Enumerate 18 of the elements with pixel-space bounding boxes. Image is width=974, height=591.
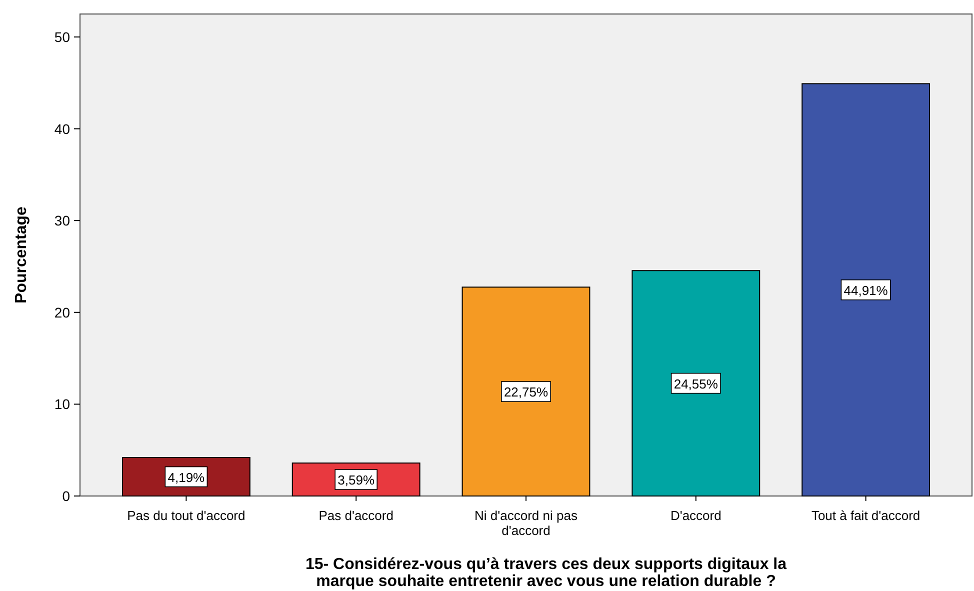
y-axis-title: Pourcentage bbox=[13, 206, 30, 304]
x-tick-label: Pas du tout d'accord bbox=[127, 508, 246, 523]
data-label: 4,19% bbox=[168, 470, 206, 485]
y-tick-label: 40 bbox=[54, 120, 70, 137]
y-tick-label: 20 bbox=[54, 304, 70, 320]
data-label: 24,55% bbox=[674, 376, 718, 392]
y-tick-label: 50 bbox=[54, 28, 70, 45]
y-tick-label: 10 bbox=[54, 396, 70, 412]
x-tick-label: Tout à fait d'accord bbox=[811, 508, 920, 523]
data-label: 3,59% bbox=[338, 472, 375, 488]
data-label: 22,75% bbox=[504, 384, 548, 400]
y-tick-label: 0 bbox=[62, 488, 70, 504]
x-tick-label: Pas d'accord bbox=[318, 508, 394, 523]
x-axis-title: 15- Considérez-vous qu’à travers ces deux supports digitaux la marque souhaite entretenir avec vous une relation durable ? bbox=[305, 556, 787, 590]
data-label: 44,91% bbox=[844, 282, 888, 298]
y-tick-label: 30 bbox=[54, 212, 70, 229]
x-tick-label: Ni d'accord ni pas d'accord bbox=[474, 508, 578, 538]
x-tick-label: D'accord bbox=[670, 508, 722, 523]
